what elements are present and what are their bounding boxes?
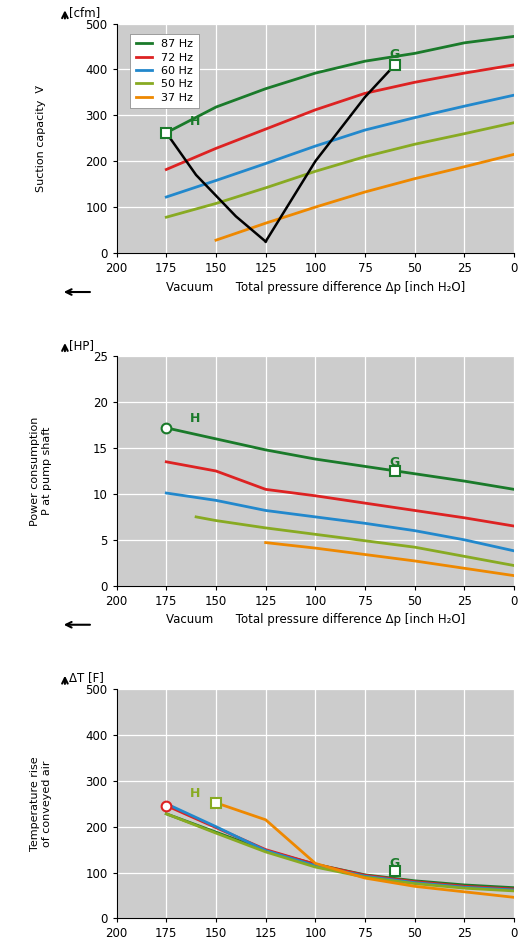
Text: Power consumption
P at pump shaft: Power consumption P at pump shaft [30, 416, 52, 526]
Text: G: G [389, 856, 399, 869]
Text: H: H [190, 788, 200, 801]
X-axis label: Vacuum      Total pressure difference Δp [inch H₂O]: Vacuum Total pressure difference Δp [inc… [166, 281, 465, 294]
Text: H: H [190, 413, 200, 426]
Text: [cfm]: [cfm] [69, 6, 100, 19]
Legend: 87 Hz, 72 Hz, 60 Hz, 50 Hz, 37 Hz: 87 Hz, 72 Hz, 60 Hz, 50 Hz, 37 Hz [130, 34, 199, 108]
Text: G: G [389, 457, 399, 469]
Text: Temperature rise
of conveyed air: Temperature rise of conveyed air [30, 756, 52, 851]
Text: G: G [389, 48, 399, 61]
Text: H: H [190, 115, 200, 127]
Text: ΔT [F]: ΔT [F] [69, 672, 104, 685]
Text: Suction capacity  V̇: Suction capacity V̇ [36, 85, 46, 192]
Text: [HP]: [HP] [69, 339, 94, 351]
X-axis label: Vacuum      Total pressure difference Δp [inch H₂O]: Vacuum Total pressure difference Δp [inc… [166, 613, 465, 626]
